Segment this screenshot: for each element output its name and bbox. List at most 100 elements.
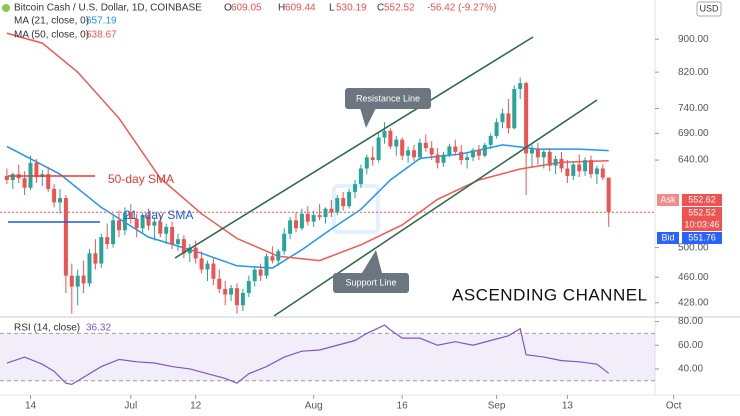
last-box: [682, 207, 722, 231]
ask-box: [682, 194, 722, 206]
candle-body: [565, 168, 570, 176]
candle-body: [406, 150, 411, 156]
candle-body: [205, 263, 210, 270]
bid-value: 551.76: [688, 232, 716, 242]
candle-body: [193, 247, 198, 259]
rsi-line: [6, 324, 610, 385]
candle-body: [606, 177, 611, 213]
candle-body: [589, 160, 593, 175]
legend-label: MA (21, close, 0): [14, 16, 89, 27]
bid-label: Bid: [661, 232, 674, 242]
bid-box: [682, 232, 722, 244]
candle-body: [117, 220, 121, 231]
candle-body: [412, 150, 416, 158]
candle-body: [187, 247, 192, 254]
ask-tag: [657, 194, 679, 206]
candle-body: [22, 178, 27, 188]
candle-body: [211, 263, 216, 279]
annotation: Support Line: [345, 277, 396, 287]
candle-body: [152, 221, 157, 226]
candle-body: [122, 212, 127, 231]
candle-body: [347, 191, 352, 207]
x-tick-label: Oct: [666, 401, 682, 412]
candle-body: [181, 239, 186, 254]
candle-body: [370, 157, 375, 161]
candle-body: [176, 239, 180, 245]
candle-body: [294, 220, 298, 229]
candle-body: [476, 150, 481, 156]
candle-body: [353, 184, 357, 192]
currency: USD: [699, 3, 719, 13]
candle-body: [164, 226, 169, 234]
candle-body: [583, 160, 588, 172]
candle-body: [235, 288, 239, 306]
y-tick-label: 690.00: [678, 128, 709, 139]
candle-body: [341, 198, 346, 207]
ohlc-value: 552.52: [384, 3, 415, 14]
ohlc-key: H: [278, 3, 285, 14]
callout-pointer: [362, 250, 382, 273]
candle-body: [423, 142, 428, 149]
candle-body: [459, 151, 464, 161]
candle-body: [376, 137, 381, 161]
candle-body: [559, 158, 564, 169]
y-tick-label: 428.00: [678, 297, 709, 308]
candle-body: [134, 219, 139, 229]
y-tick-label: 820.00: [678, 67, 709, 78]
annotation: Resistance Line: [356, 93, 420, 103]
y-tick-label: 640.00: [678, 155, 709, 166]
y-tick-label: 460.00: [678, 272, 709, 283]
candle-body: [111, 220, 116, 245]
legend-label: MA (50, close, 0): [14, 30, 89, 41]
candle-body: [311, 215, 316, 222]
candle-body: [105, 237, 110, 245]
candle-body: [482, 144, 487, 156]
candle-body: [58, 198, 62, 203]
candle-body: [500, 113, 505, 123]
channel-upper: [174, 36, 534, 259]
ohlc-key: O: [224, 3, 232, 14]
candle-body: [217, 278, 222, 289]
candle-body: [99, 237, 104, 264]
candle-body: [577, 164, 582, 172]
candle-body: [240, 292, 245, 306]
candle-body: [506, 113, 511, 129]
x-tick-label: 13: [562, 401, 574, 412]
drawings: [8, 36, 598, 317]
y-tick-label: 740.00: [678, 103, 709, 114]
x-tick-label: Aug: [305, 401, 323, 412]
ma-line: [6, 144, 609, 269]
ohlc-key: L: [329, 3, 335, 14]
ohlc-key: C: [377, 3, 384, 14]
candle-body: [530, 149, 534, 154]
candle-body: [388, 130, 393, 147]
symbol-icon: [2, 4, 10, 12]
legend-value: 638.67: [86, 30, 117, 41]
candle-body: [400, 139, 405, 156]
countdown: 10:03:46: [684, 219, 719, 229]
y-tick-label: 900.00: [678, 34, 709, 45]
bid-tag: [657, 232, 679, 244]
legend-value: 657.19: [86, 16, 117, 27]
candle-body: [299, 213, 304, 229]
candle-body: [63, 198, 68, 276]
candle-body: [140, 215, 145, 229]
candle-body: [52, 188, 57, 203]
candle-body: [382, 130, 387, 138]
rsi-pane: [0, 324, 655, 385]
candle-body: [229, 288, 234, 295]
ask-value: 552.62: [688, 194, 716, 204]
candle-body: [335, 198, 340, 213]
callout-pointer: [360, 108, 376, 128]
x-tick-label: Jul: [124, 401, 137, 412]
annotation: 21 -day SMA: [124, 208, 193, 222]
candle-body: [270, 256, 275, 261]
rsi-tick-label: 80.00: [678, 316, 703, 327]
candle-body: [358, 168, 363, 185]
candle-body: [69, 275, 74, 287]
candle-body: [46, 174, 51, 189]
candle-body: [199, 258, 204, 270]
candle-body: [524, 83, 529, 154]
ohlc-header: O 609.05 H 609.44 L 530.19 C 552.52 -56.42 (-9.2…: [224, 3, 496, 14]
candle-body: [512, 88, 517, 129]
